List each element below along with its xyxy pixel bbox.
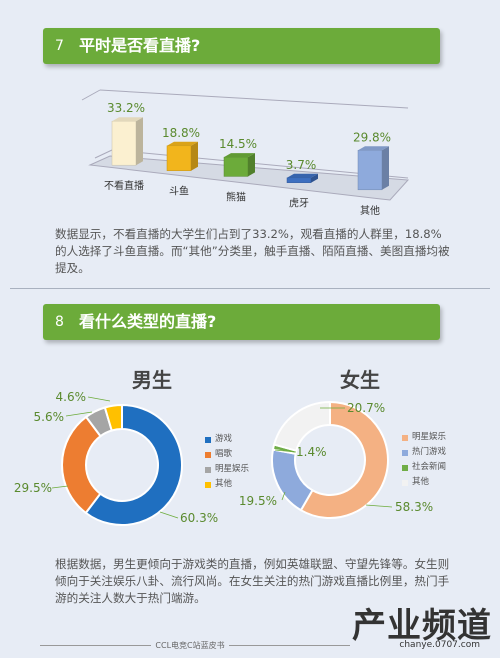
bar-top: [287, 173, 318, 178]
bar-value-label: 18.8%: [162, 126, 200, 140]
legend-swatch: [205, 466, 211, 473]
footer-label: CCL电竞C站蓝皮书: [151, 641, 229, 650]
bar: [111, 120, 137, 166]
bar-top: [358, 146, 389, 151]
bar-value-label: 33.2%: [107, 101, 145, 115]
legend-label: 热门游戏: [412, 447, 447, 457]
legend-item: 其他: [402, 475, 446, 490]
section-7-paragraph: 数据显示，不看直播的大学生们占到了33.2%，观看直播的人群里，18.8%的人选…: [55, 227, 450, 275]
slice-value-label: 60.3%: [180, 511, 218, 525]
category-label: 斗鱼: [169, 185, 189, 198]
legend-swatch: [205, 451, 211, 458]
section-8-banner: 8 看什么类型的直播?: [43, 304, 440, 340]
legend-label: 其他: [215, 479, 233, 489]
section-7-banner: 7 平时是否看直播?: [43, 28, 440, 64]
back-wall-top: [99, 89, 409, 109]
leader-line: [274, 449, 297, 453]
bar-value-label: 29.8%: [353, 130, 391, 144]
legend-label: 明星娱乐: [215, 464, 250, 474]
legend-item: 热门游戏: [402, 445, 446, 460]
slice-value-label: 4.6%: [56, 390, 87, 404]
section-divider: [10, 288, 490, 289]
slice-value-label: 19.5%: [239, 494, 277, 508]
donut-slice: [272, 400, 331, 452]
legend-label: 社会新闻: [412, 462, 447, 472]
category-label: 其他: [360, 204, 380, 217]
bar-top: [167, 141, 198, 146]
legend-swatch: [402, 464, 408, 471]
donut-slice: [299, 400, 389, 519]
leader-line: [365, 504, 393, 508]
donut-slice: [61, 415, 102, 515]
legend-item: 游戏: [205, 432, 249, 447]
legend-item: 其他: [205, 477, 249, 492]
section-title: 看什么类型的直播?: [79, 312, 217, 331]
bar: [223, 156, 249, 177]
male-chart-title: 男生: [132, 368, 172, 392]
footer-text: CCL电竞C站蓝皮书: [0, 640, 380, 651]
bar: [166, 145, 192, 171]
legend-swatch: [205, 481, 211, 488]
legend-swatch: [205, 436, 211, 443]
bar-side: [311, 173, 318, 183]
leader-line: [51, 485, 69, 489]
bar-side: [382, 146, 389, 190]
legend-label: 游戏: [215, 434, 233, 444]
legend-label: 其他: [412, 477, 430, 487]
leader-line: [87, 396, 111, 402]
leader-line: [281, 491, 286, 501]
section-number: 8: [55, 314, 64, 330]
bar-side: [136, 117, 143, 166]
legend-swatch: [402, 449, 408, 456]
watermark-url: chanye.0707.com: [399, 640, 480, 650]
section-8-paragraph: 根据数据，男生更倾向于游戏类的直播，例如英雄联盟、守望先锋等。女生则倾向于关注娱…: [55, 557, 450, 605]
bar: [357, 150, 383, 191]
category-label: 熊猫: [226, 190, 246, 203]
legend-item: 明星娱乐: [205, 462, 249, 477]
legend-item: 社会新闻: [402, 460, 446, 475]
legend-item: 唱歌: [205, 447, 249, 462]
bar: [286, 177, 312, 183]
female-legend: 明星娱乐热门游戏社会新闻其他: [402, 430, 446, 490]
slice-value-label: 29.5%: [14, 481, 52, 495]
slice-value-label: 20.7%: [347, 401, 385, 415]
bar-side: [248, 153, 255, 177]
legend-swatch: [402, 434, 408, 441]
bar-value-label: 14.5%: [219, 137, 257, 151]
floor-back-left: [94, 149, 113, 159]
leader-line: [159, 511, 179, 519]
male-legend: 游戏唱歌明星娱乐其他: [205, 432, 249, 492]
category-label: 虎牙: [289, 198, 309, 210]
donut-slice: [103, 403, 123, 432]
bar-top: [224, 153, 255, 158]
slice-value-label: 1.4%: [296, 445, 327, 459]
leader-line: [65, 411, 93, 417]
legend-label: 明星娱乐: [412, 432, 447, 442]
slice-value-label: 58.3%: [395, 500, 433, 514]
bar-value-label: 3.7%: [286, 158, 317, 172]
female-chart-title: 女生: [340, 368, 380, 392]
legend-item: 明星娱乐: [402, 430, 446, 445]
section-title: 平时是否看直播?: [79, 36, 201, 55]
watermark-text: 产业频道: [352, 606, 492, 646]
slice-value-label: 5.6%: [34, 410, 65, 424]
legend-label: 唱歌: [215, 449, 233, 459]
section-number: 7: [55, 38, 64, 54]
donut-slice: [84, 403, 183, 526]
back-wall-edge: [81, 89, 101, 101]
category-label: 不看直播: [104, 179, 144, 192]
bar-side: [191, 141, 198, 171]
bar-top: [112, 117, 143, 122]
legend-swatch: [402, 479, 408, 486]
watermark-logo: 产业频道: [352, 598, 492, 647]
